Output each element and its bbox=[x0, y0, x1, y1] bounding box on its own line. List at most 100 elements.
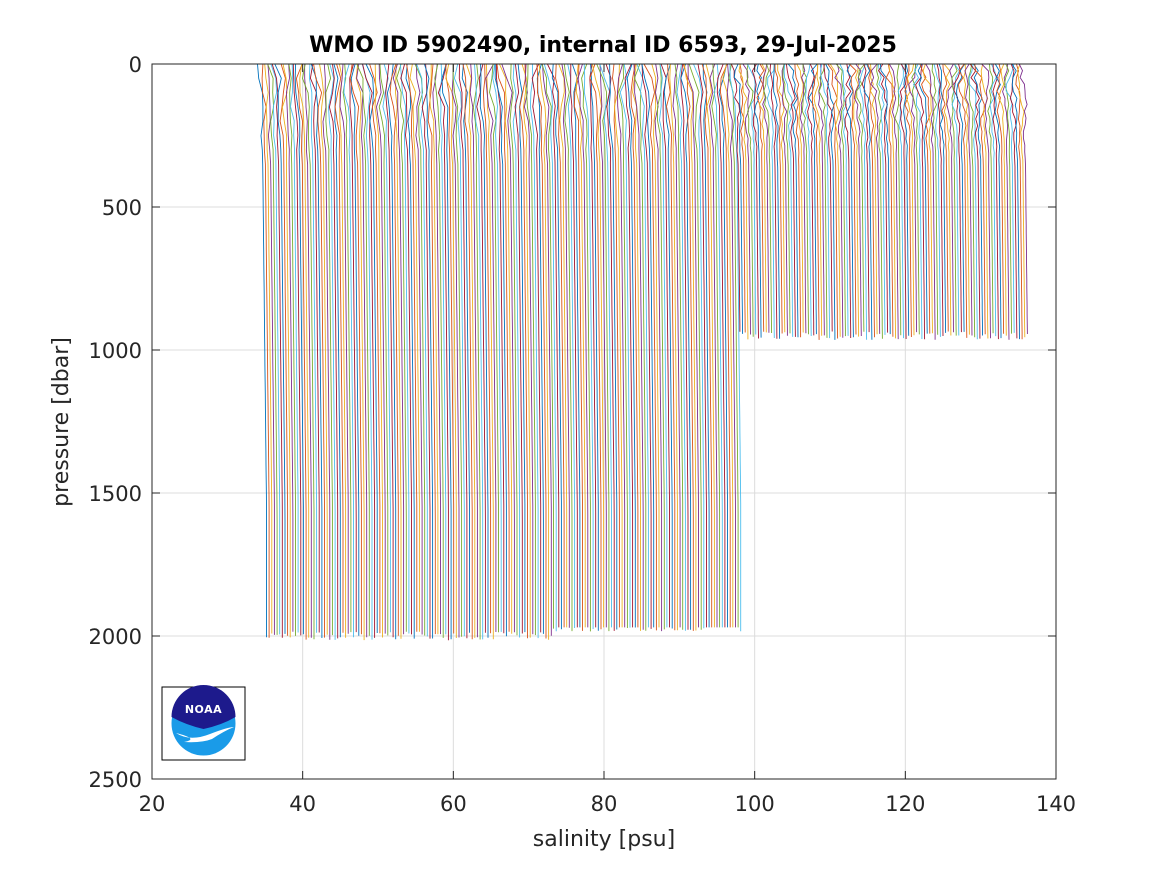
profile-line bbox=[963, 63, 970, 335]
profile-line bbox=[801, 63, 809, 335]
profile-line bbox=[863, 63, 873, 340]
profile-line bbox=[657, 63, 665, 630]
profile-line bbox=[369, 63, 381, 634]
profile-line bbox=[807, 63, 815, 336]
plot-area: 20 40 60 80 100 120 140 0 500 1000 1500 2000 2500 bbox=[89, 53, 1077, 816]
profile-line bbox=[465, 63, 476, 638]
profile-line bbox=[445, 63, 455, 634]
profile-line bbox=[853, 63, 862, 337]
profile-line bbox=[313, 63, 325, 638]
profile-line bbox=[476, 63, 486, 633]
profile-line bbox=[421, 63, 431, 639]
profile-line bbox=[773, 64, 781, 339]
profile-line bbox=[876, 63, 883, 339]
profile-line bbox=[333, 63, 341, 638]
profile-line bbox=[605, 63, 615, 631]
profile-line bbox=[451, 63, 460, 638]
profile-line bbox=[583, 63, 594, 629]
profile-line bbox=[969, 63, 981, 339]
profile-line bbox=[680, 63, 692, 630]
profile-line bbox=[1002, 63, 1010, 340]
profile-line bbox=[521, 63, 531, 638]
profile-line bbox=[536, 63, 544, 634]
profile-line bbox=[919, 63, 931, 334]
profile-line bbox=[290, 63, 299, 633]
profile-line bbox=[953, 63, 962, 333]
x-axis-label: salinity [psu] bbox=[533, 827, 675, 852]
profile-line bbox=[754, 63, 762, 338]
profile-line bbox=[558, 63, 568, 628]
profile-line bbox=[663, 63, 673, 629]
profile-line bbox=[596, 63, 610, 632]
profile-line bbox=[994, 63, 1002, 339]
profile-line bbox=[922, 63, 933, 334]
profile-line bbox=[328, 63, 339, 639]
profile-line bbox=[634, 63, 647, 631]
profile-line bbox=[713, 63, 723, 628]
profile-line bbox=[697, 63, 707, 628]
profile-line bbox=[630, 63, 639, 628]
profile-line bbox=[804, 63, 812, 337]
x-tick-label: 100 bbox=[735, 792, 775, 816]
profile-line bbox=[733, 63, 744, 334]
profile-line bbox=[485, 63, 494, 640]
profile-line bbox=[349, 63, 357, 633]
y-tick-label: 500 bbox=[102, 196, 142, 220]
profile-line bbox=[406, 63, 418, 632]
profile-line bbox=[632, 63, 641, 631]
profile-line bbox=[861, 63, 870, 333]
chart-title: WMO ID 5902490, internal ID 6593, 29-Jul… bbox=[309, 33, 897, 58]
profile-line bbox=[844, 63, 852, 338]
profile-line bbox=[1005, 63, 1015, 333]
profile-line bbox=[526, 63, 536, 636]
profile-line bbox=[654, 63, 663, 632]
profile-line bbox=[523, 63, 534, 635]
profile-line bbox=[319, 63, 328, 635]
profile-line bbox=[349, 63, 362, 635]
profile-line bbox=[834, 63, 844, 338]
profile-line bbox=[728, 63, 739, 628]
profile-line bbox=[342, 63, 352, 633]
profile-line bbox=[820, 63, 831, 339]
profile-line bbox=[856, 63, 866, 332]
profile-line bbox=[763, 63, 773, 334]
profile-line bbox=[543, 63, 557, 632]
profile-line bbox=[573, 63, 583, 631]
profile-line bbox=[827, 63, 839, 339]
profile-line bbox=[877, 63, 886, 335]
profile-line bbox=[746, 63, 754, 337]
profile-line bbox=[835, 63, 846, 337]
profile-line bbox=[437, 63, 449, 641]
profile-line bbox=[498, 63, 513, 634]
profile-line bbox=[660, 63, 670, 628]
profile-line bbox=[441, 63, 452, 640]
profile-line bbox=[846, 63, 854, 338]
profile-line bbox=[389, 63, 399, 636]
profile-line bbox=[709, 63, 718, 628]
profile-line bbox=[811, 63, 820, 340]
profile-line bbox=[494, 64, 507, 637]
profile-line bbox=[867, 63, 875, 338]
profile-line bbox=[730, 63, 741, 332]
profile-line bbox=[599, 63, 607, 628]
profile-line bbox=[747, 63, 757, 335]
x-tick-label: 140 bbox=[1036, 792, 1076, 816]
profile-line bbox=[590, 63, 599, 631]
profile-line bbox=[899, 63, 907, 340]
profile-line bbox=[304, 63, 312, 638]
profile-line bbox=[783, 63, 794, 337]
profile-line bbox=[382, 63, 391, 633]
profile-line bbox=[517, 63, 526, 633]
x-tick-label: 80 bbox=[591, 792, 618, 816]
profile-line bbox=[989, 63, 997, 337]
profile-line bbox=[310, 63, 323, 638]
profile-line bbox=[659, 63, 668, 628]
profile-line bbox=[302, 63, 315, 640]
profile-line bbox=[546, 63, 560, 628]
profile-line bbox=[264, 63, 273, 634]
profile-line bbox=[405, 63, 415, 639]
profile-line bbox=[973, 63, 983, 336]
profile-line bbox=[1009, 63, 1018, 339]
profile-line bbox=[877, 63, 889, 333]
profile-line bbox=[636, 63, 649, 628]
